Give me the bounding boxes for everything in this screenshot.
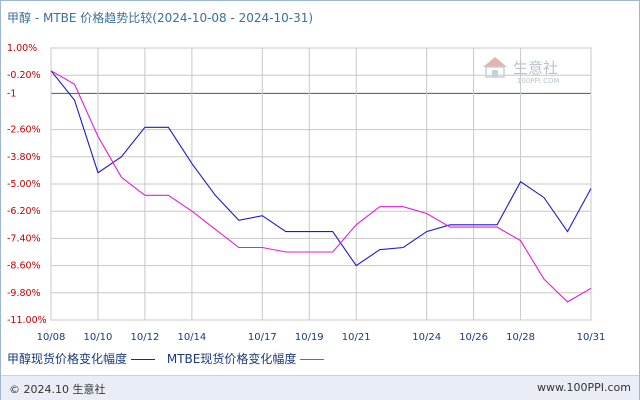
y-axis: 1.00% -0.20% -1 -2.60% -3.80% -5.00% -6.20% -7.… [7, 43, 47, 326]
x-tick-label: 10/17 [248, 332, 277, 343]
y-tick-label: -9.80% [7, 288, 41, 299]
legend-label-series2: MTBE现货价格变化幅度 [166, 352, 297, 366]
y-tick-label: -7.40% [7, 233, 41, 244]
chart-title: 甲醇 - MTBE 价格趋势比较(2024-10-08 - 2024-10-31… [7, 11, 314, 25]
y-tick-label: -3.80% [7, 152, 41, 163]
x-tick-label: 10/24 [412, 332, 441, 343]
footer-copyright: © 2024.10 生意社 [9, 383, 106, 396]
series-lines [50, 70, 592, 303]
legend-swatch-series2 [300, 359, 325, 360]
y-tick-label: -1 [7, 88, 16, 99]
y-tick-label: -11.00% [7, 315, 47, 326]
x-tick-label: 10/28 [506, 332, 535, 343]
footer-bar: © 2024.10 生意社 www.100PPI.com [1, 375, 639, 400]
chart-plot: 生意社 100PPI.COM 1.00% -0.20% -1 -2.60% -3.80%… [7, 43, 606, 343]
grid-lines [50, 47, 592, 321]
watermark: 生意社 100PPI.COM [483, 57, 560, 85]
y-tick-label: -6.20% [7, 206, 41, 217]
series-line-2 [50, 70, 592, 303]
footer-site-link[interactable]: www.100PPI.com [537, 381, 631, 394]
x-axis: 10/08 10/10 10/12 10/14 10/17 10/19 10/21 10/24… [37, 332, 606, 343]
legend-item-series2: MTBE现货价格变化幅度 [167, 350, 325, 367]
series-line-1 [50, 70, 592, 267]
y-tick-label: -0.20% [7, 70, 41, 81]
x-tick-label: 10/12 [130, 332, 159, 343]
watermark-text: 生意社 [513, 59, 558, 77]
x-tick-label: 10/31 [577, 332, 606, 343]
x-tick-label: 10/21 [342, 332, 371, 343]
y-tick-label: -5.00% [7, 179, 41, 190]
x-tick-label: 10/08 [37, 332, 66, 343]
legend-swatch-series1 [131, 359, 156, 360]
legend-item-series1: 甲醇现货价格变化幅度 [7, 350, 156, 367]
legend: 甲醇现货价格变化幅度 MTBE现货价格变化幅度 [7, 350, 332, 367]
x-tick-label: 10/10 [84, 332, 113, 343]
x-tick-label: 10/26 [459, 332, 488, 343]
x-tick-label: 10/14 [177, 332, 206, 343]
watermark-logo-icon [483, 57, 507, 78]
watermark-sub: 100PPI.COM [517, 77, 560, 85]
x-tick-label: 10/19 [295, 332, 324, 343]
y-tick-label: 1.00% [7, 43, 37, 54]
y-tick-label: -8.60% [7, 261, 41, 272]
legend-label-series1: 甲醇现货价格变化幅度 [7, 352, 128, 366]
y-tick-label: -2.60% [7, 125, 41, 136]
